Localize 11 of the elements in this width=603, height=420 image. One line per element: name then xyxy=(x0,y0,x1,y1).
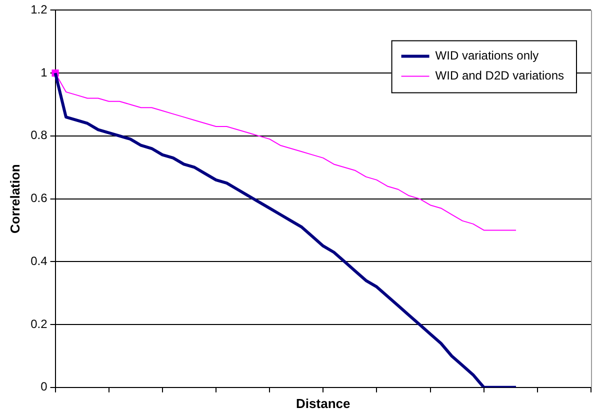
y-tick-label: 0.4 xyxy=(30,254,48,268)
y-tick-label: 0.8 xyxy=(30,128,48,142)
y-axis-title: Correlation xyxy=(7,164,22,234)
y-tick-label: 0.2 xyxy=(30,316,48,331)
y-tick-label: 0.6 xyxy=(30,191,48,206)
y-tick-label: 1 xyxy=(40,65,48,80)
y-tick-label: 0 xyxy=(40,380,48,394)
x-axis-title: Distance xyxy=(296,396,350,411)
legend-label: WID variations only xyxy=(435,48,539,63)
legend-label: WID and D2D variations xyxy=(435,68,564,83)
y-tick-label: 1.2 xyxy=(30,2,48,17)
